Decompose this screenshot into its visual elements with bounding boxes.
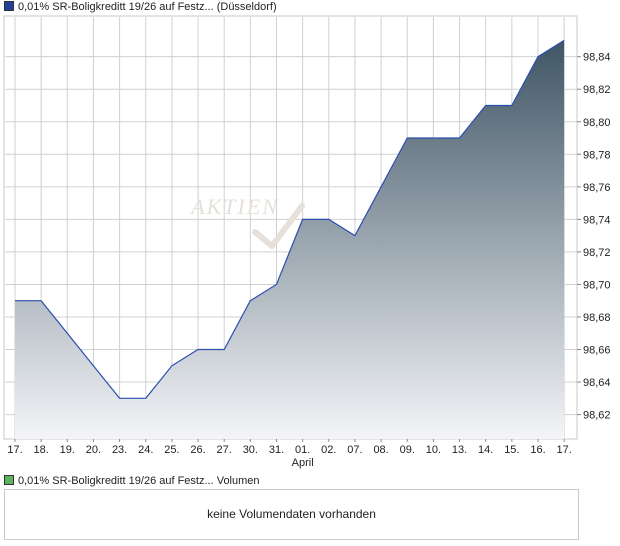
volume-legend-label: 0,01% SR-Boligkreditt 19/26 auf Festz...… [18, 475, 260, 487]
y-tick-label: 98,76 [583, 182, 611, 194]
price-chart: AKTIEN 98,6298,6498,6698,6898,7098,7298,… [3, 15, 611, 469]
x-tick-label: 07. [347, 444, 362, 456]
y-tick-label: 98,64 [583, 377, 611, 389]
x-tick-label: 31. [269, 444, 284, 456]
x-tick-label: 01. [295, 444, 310, 456]
price-area-fill [15, 40, 565, 440]
x-tick-label: 08. [373, 444, 388, 456]
watermark-text: AKTIEN [189, 194, 279, 219]
x-tick-label: 20. [86, 444, 101, 456]
y-tick-label: 98,72 [583, 247, 611, 259]
x-tick-label: 14. [478, 444, 493, 456]
volume-legend: 0,01% SR-Boligkreditt 19/26 auf Festz...… [4, 474, 260, 488]
x-tick-label: 19. [60, 444, 75, 456]
price-legend: 0,01% SR-Boligkreditt 19/26 auf Festz...… [4, 0, 277, 14]
x-tick-label: 16. [530, 444, 545, 456]
y-tick-label: 98,80 [583, 117, 611, 129]
x-tick-label: 24. [138, 444, 153, 456]
y-tick-label: 98,74 [583, 214, 611, 226]
y-tick-label: 98,62 [583, 410, 611, 422]
watermark-check-icon [252, 203, 305, 249]
volume-panel: keine Volumendaten vorhanden [4, 489, 579, 540]
price-legend-label: 0,01% SR-Boligkreditt 19/26 auf Festz...… [18, 1, 277, 13]
y-tick-label: 98,68 [583, 312, 611, 324]
x-tick-label: 13. [452, 444, 467, 456]
x-tick-label: 18. [34, 444, 49, 456]
x-tick-label: 26. [190, 444, 205, 456]
price-series-line [15, 39, 565, 399]
x-tick-label: 30. [243, 444, 258, 456]
y-tick-label: 98,84 [583, 52, 611, 64]
x-axis-ticks: 17. 18. 19. 20. 23. 24. 25. 26. 27. 30. 31. 01. 02. 0… [7, 439, 572, 469]
x-tick-label: 17. [7, 444, 22, 456]
y-tick-label: 98,82 [583, 84, 611, 96]
x-tick-label: 09. [400, 444, 415, 456]
volume-legend-swatch [4, 475, 14, 485]
y-tick-label: 98,70 [583, 279, 611, 291]
y-axis-ticks: 98,62 98,64 98,66 98,68 98,70 98,72 98,74 98,76… [577, 52, 611, 422]
volume-empty-message: keine Volumendaten vorhanden [207, 507, 376, 521]
x-month-label: April [292, 457, 314, 469]
price-legend-swatch [4, 1, 14, 11]
watermark: AKTIEN [189, 194, 305, 249]
x-tick-label: 15. [504, 444, 519, 456]
y-tick-label: 98,78 [583, 149, 611, 161]
x-tick-label: 02. [321, 444, 336, 456]
x-tick-label: 25. [164, 444, 179, 456]
x-tick-label: 23. [112, 444, 127, 456]
x-tick-label: 10. [426, 444, 441, 456]
x-tick-label: 27. [217, 444, 232, 456]
y-tick-label: 98,66 [583, 345, 611, 357]
x-tick-label: 17. [557, 444, 572, 456]
